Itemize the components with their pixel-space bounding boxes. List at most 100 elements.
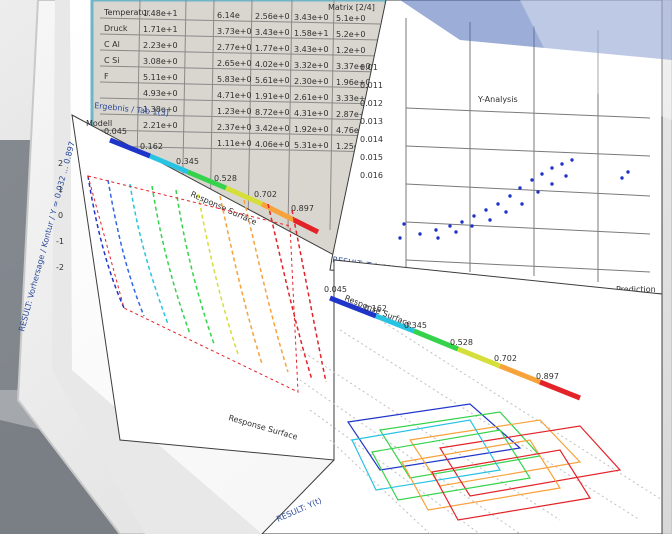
- table-cell: 2.65e+0: [217, 59, 252, 68]
- tick-label: 0.345: [176, 157, 199, 166]
- table-cell: 1.92e+0: [294, 125, 329, 134]
- table-cell: 5.1e+0: [336, 14, 365, 23]
- surface-scale-ticks: 0.045 0.162 0.345 0.528 0.702 0.897: [324, 285, 559, 381]
- y-tick-label: 1: [58, 185, 63, 194]
- table-cell: 3.42e+0: [255, 124, 290, 133]
- table-cell: 1.25e+0: [336, 142, 371, 151]
- table-cell: 4.93e+0: [143, 89, 178, 98]
- table-cell: 1.91e+0: [255, 92, 290, 101]
- table-cell: Druck: [104, 24, 128, 33]
- scale-bar-blue: [329, 295, 377, 319]
- table-cell: 1.77e+0: [255, 44, 290, 53]
- tick-label: 0.897: [536, 372, 559, 381]
- table-cell: 1.96e+0: [336, 78, 371, 87]
- tick-label: 0.528: [450, 338, 473, 347]
- table-cell: 5.83e+0: [217, 75, 252, 84]
- surface-grid: [299, 319, 663, 534]
- table-cell: 8.72e+0: [255, 108, 290, 117]
- tick-label: 0.345: [404, 321, 427, 330]
- table-cell: 2.56e+0: [255, 12, 290, 21]
- table-cell: 1.23e+0: [217, 107, 252, 116]
- table-cell: 3.73e+0: [217, 27, 252, 36]
- y-tick-label: 2: [58, 159, 63, 168]
- contour-frame: [87, 175, 299, 393]
- scatter-panel[interactable]: Y-Analysis 0.01 0.011 0.012 0.013 0.014 …: [329, 0, 663, 295]
- table-cell: 3.08e+0: [143, 57, 178, 66]
- tick-label: 0.162: [140, 142, 163, 151]
- table-cell: 2.21e+0: [143, 121, 178, 130]
- table-cell: 2.61e+0: [294, 93, 329, 102]
- scale-bar-blue: [109, 137, 151, 159]
- table-cell: 5.61e+0: [255, 76, 290, 85]
- table-cell: 5.31e+0: [294, 141, 329, 150]
- table-cell: 2.87e+0: [336, 110, 371, 119]
- table-cell: 6.14e: [217, 11, 240, 20]
- table-cell: 3.32e+0: [294, 61, 329, 70]
- scale-tick-labels: 0.045 0.162 0.345 0.528 0.702 0.897: [104, 127, 314, 213]
- table-cell: 5.11e+0: [143, 73, 178, 82]
- table-cell: 1.2e+0: [336, 46, 365, 55]
- table-cell: 1.71e+1: [143, 25, 178, 34]
- table-cell: 3.43e+0: [255, 28, 290, 37]
- table-cell: 1.11e+0: [217, 139, 252, 148]
- tick-label: 0.162: [364, 304, 387, 313]
- table-cell: 4.06e+0: [255, 140, 290, 149]
- scale-bar-yellow: [224, 185, 264, 207]
- surface-panel[interactable]: 0.045 0.162 0.345 0.528 0.702 0.897 Resp…: [261, 259, 663, 534]
- table-cell: 5.2e+0: [336, 30, 365, 39]
- scale-bar-cyan: [149, 153, 189, 175]
- table-cell: 2.77e+0: [217, 43, 252, 52]
- surface-mesh: [346, 403, 622, 521]
- table-cell: 4.71e+0: [217, 91, 252, 100]
- table-cell: 2.37e+0: [217, 123, 252, 132]
- table-cell: F: [104, 72, 109, 81]
- scatter-title: Y-Analysis: [477, 95, 518, 104]
- tick-label: 0.702: [254, 190, 277, 199]
- table-cell: 1.58e+1: [294, 29, 329, 38]
- tick-label: 0.528: [214, 174, 237, 183]
- y-tick-label: -1: [56, 237, 64, 246]
- y-tick-label: 0.01: [360, 63, 378, 72]
- y-tick-label: -2: [56, 263, 64, 272]
- y-tick-label: 0: [58, 211, 63, 220]
- table-cell: 3.33e+0: [336, 94, 371, 103]
- tick-label: 0.897: [291, 204, 314, 213]
- table-cell: 2.30e+0: [294, 77, 329, 86]
- table-cell: Temperatur: [103, 8, 151, 17]
- scale-bar-orange: [260, 201, 296, 223]
- y-tick-label: 0.016: [360, 171, 383, 180]
- table-cell: 3.37e+0: [336, 62, 371, 71]
- scatter-points: [398, 158, 630, 240]
- y-tick-label: 0.012: [360, 99, 383, 108]
- table-cell: 1.48e+1: [143, 9, 178, 18]
- y-tick-label: 0.015: [360, 153, 383, 162]
- scatter-x-label: Prediction: [616, 285, 656, 294]
- scale-bar-red: [292, 217, 320, 235]
- table-cell: C Si: [104, 56, 119, 65]
- scale-bar-green: [413, 328, 459, 352]
- table-cell: 3.43e+0: [294, 45, 329, 54]
- tick-label: 0.045: [324, 285, 347, 294]
- y-tick-label: 0.013: [360, 117, 383, 126]
- screen-glare: [400, 0, 672, 60]
- scale-bar-cyan: [375, 313, 415, 334]
- scale-bar-orange: [499, 363, 541, 385]
- table-cell: 4.02e+0: [255, 60, 290, 69]
- y-tick-label: 0.011: [360, 81, 383, 90]
- scale-bar-red: [539, 379, 581, 401]
- table-cell: 1.38e+0: [143, 105, 178, 114]
- y-tick-label: 0.014: [360, 135, 383, 144]
- table-title-right: Matrix [2/4]: [328, 3, 375, 12]
- table-cells: Temperatur 1.48e+1 6.14e 2.56e+0 3.43e+0…: [103, 8, 371, 151]
- table-cell: 2.23e+0: [143, 41, 178, 50]
- screen-highlight: [520, 0, 672, 120]
- tick-label: 0.045: [104, 127, 127, 136]
- scale-bar-yellow: [457, 346, 501, 369]
- scatter-y-ticks: 0.01 0.011 0.012 0.013 0.014 0.015 0.016: [360, 63, 383, 180]
- table-cell: 3.43e+0: [294, 13, 329, 22]
- x-label-top: Modell: [86, 119, 112, 128]
- table-cell: 4.76e+0: [336, 126, 371, 135]
- table-cell: C Al: [104, 40, 120, 49]
- scatter-grid: [405, 18, 651, 282]
- table-cell: 4.31e+0: [294, 109, 329, 118]
